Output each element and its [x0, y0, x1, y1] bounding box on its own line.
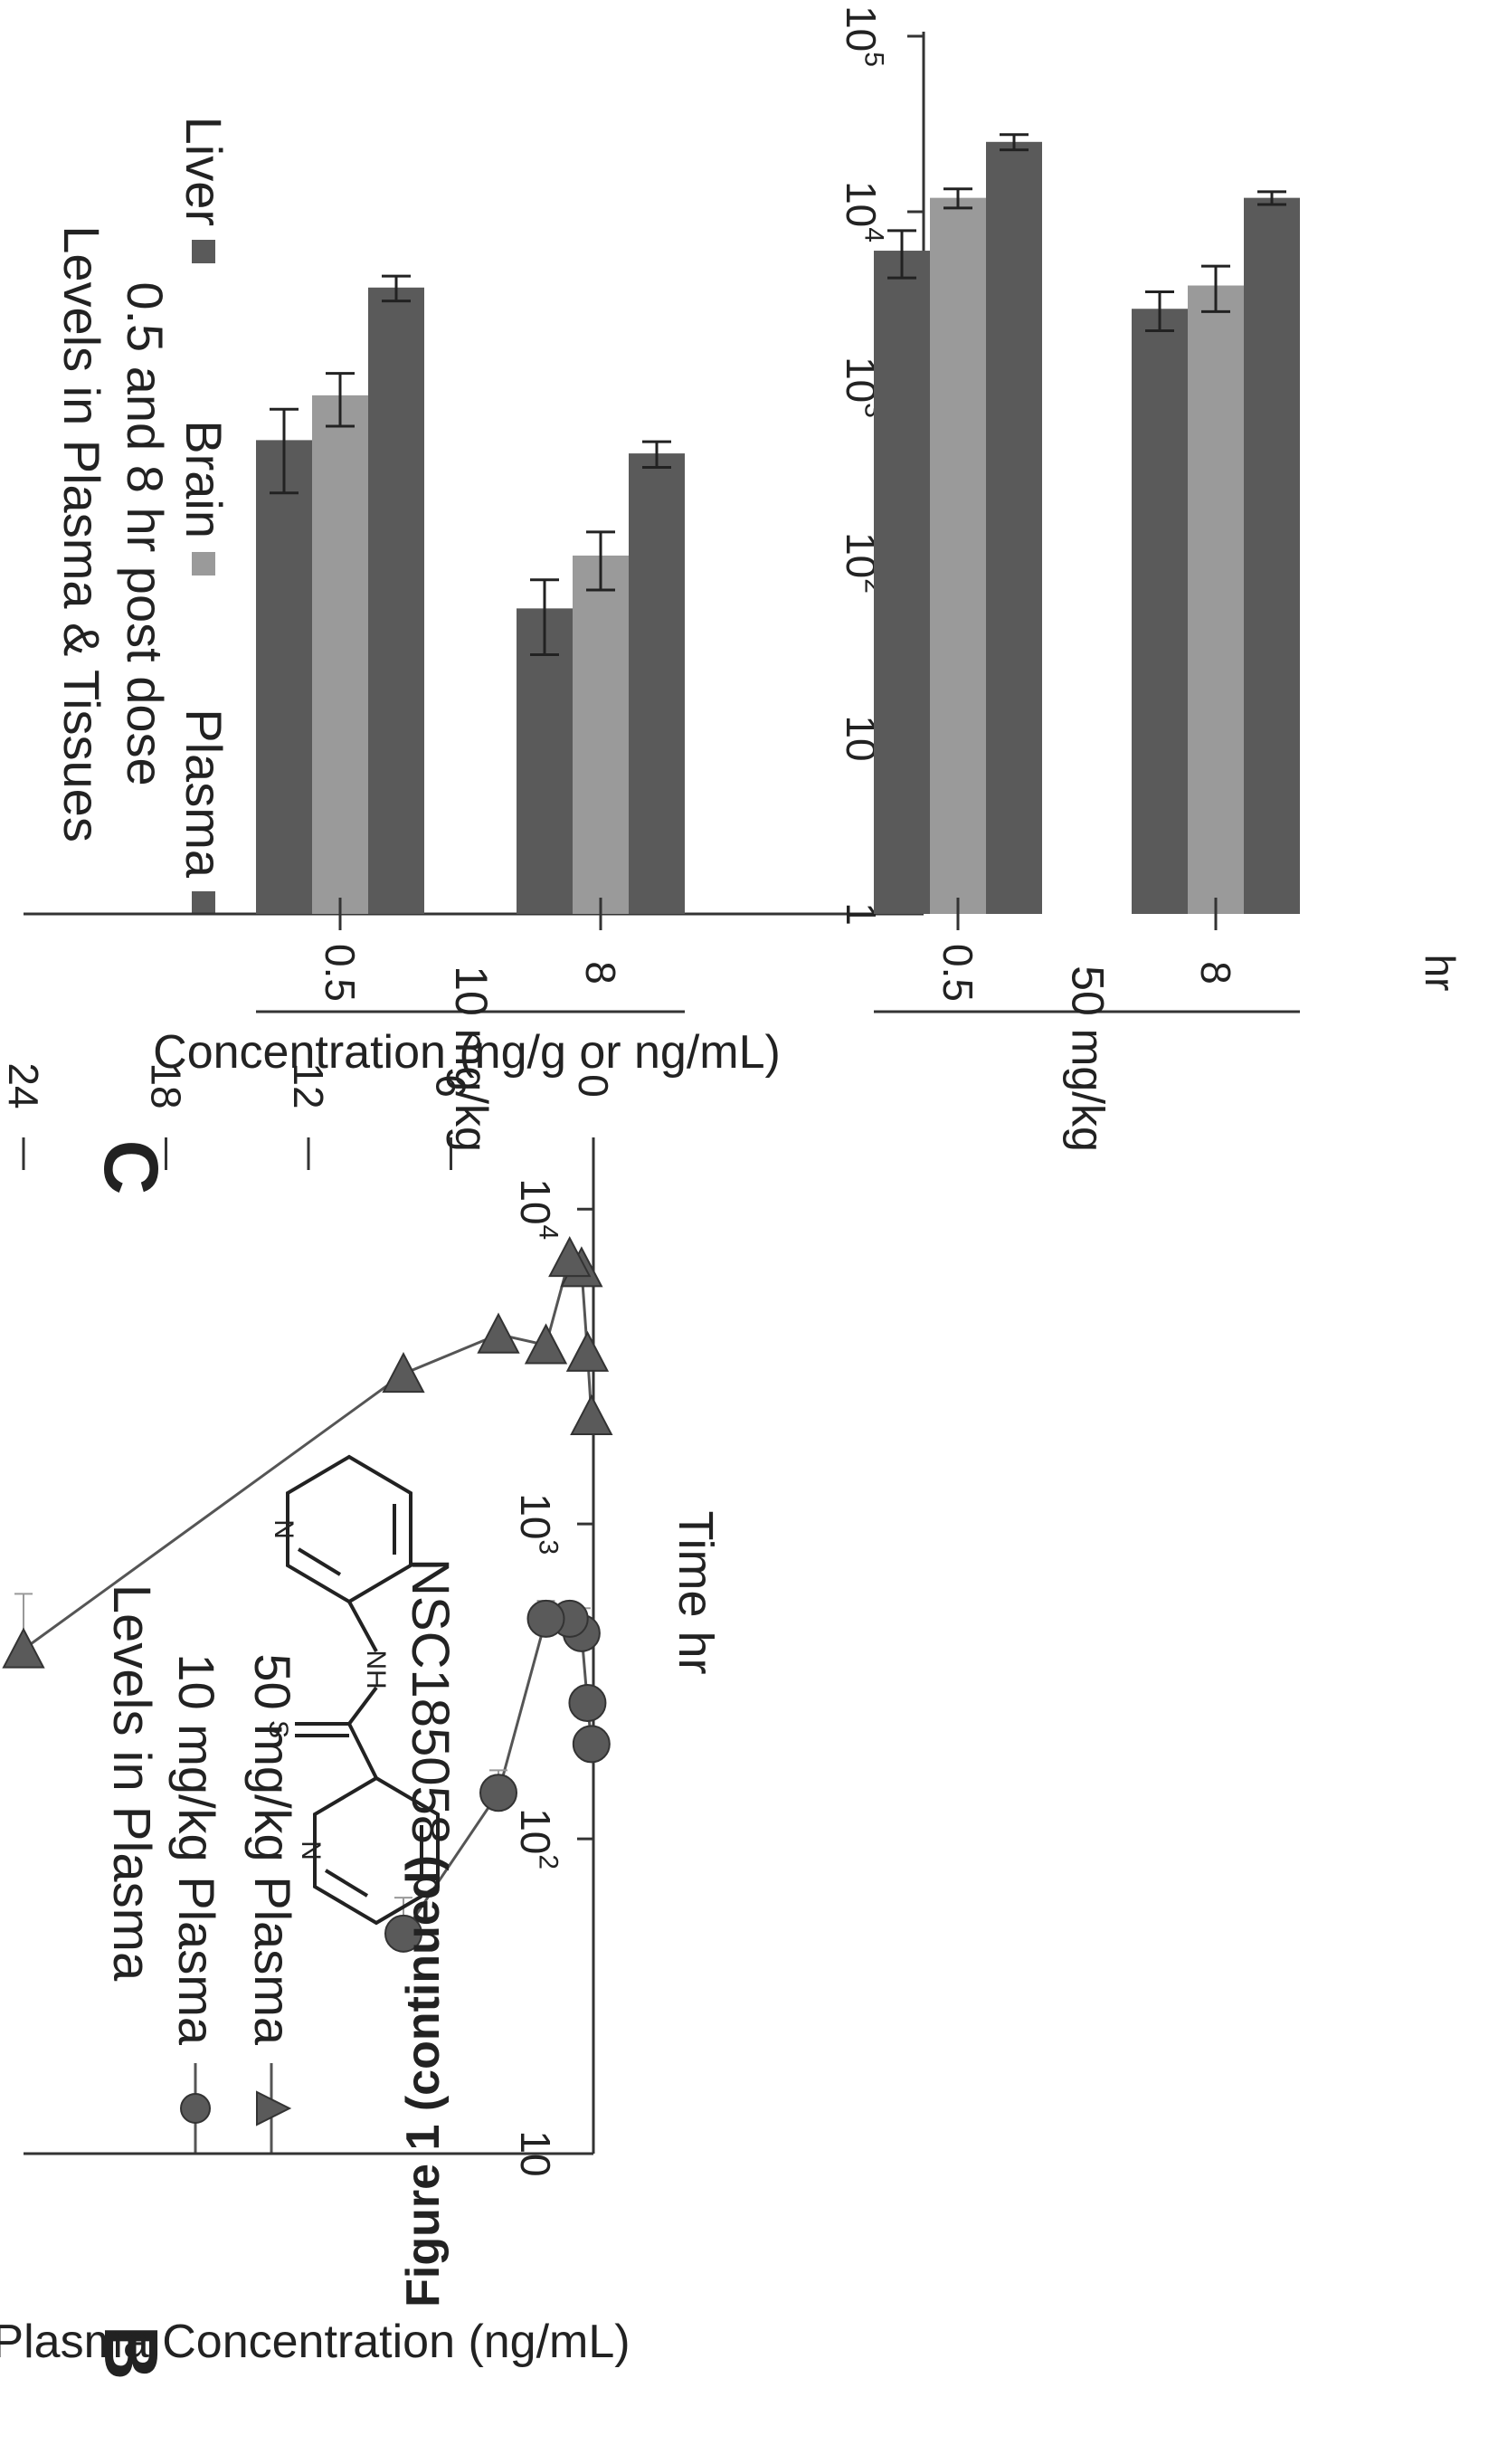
legend-marker-10mgkg — [180, 2093, 211, 2124]
atom-nh: NH — [361, 1650, 391, 1689]
panel-b-letter: B — [89, 2326, 174, 2381]
structure-atom-labels: N NH S N — [263, 1519, 391, 1860]
panel-b-x-tick-label: 0 — [570, 1074, 617, 1098]
pyridine-ring-2 — [313, 1775, 440, 1926]
bar-plasma — [1132, 309, 1188, 914]
figure-caption: Figure 1 (continued) — [397, 1855, 450, 2307]
panel-b-point-circle — [479, 1774, 517, 1812]
bar-brain — [930, 197, 986, 914]
bar-liver — [1244, 197, 1300, 914]
bar-liver — [986, 141, 1042, 915]
panel-c-category-label: 0.5 — [934, 944, 981, 1002]
panel-b-x-tick-label: 12 — [285, 1062, 332, 1108]
pyridine-ring-1-double-b — [297, 1547, 342, 1576]
panel-c: C Levels in Plasma & Tissues 0.5 and 8 h… — [24, 5, 1464, 1194]
panel-b: B Levels in Plasma 10 mg/kg Plasma 50 mg… — [0, 1062, 723, 2380]
panel-b-x-tick-label: 18 — [143, 1062, 190, 1108]
panel-b-x-tick-label: 6 — [428, 1074, 475, 1098]
atom-n-ring2: N — [296, 1841, 326, 1860]
panel-b-point-triangle — [548, 1236, 592, 1278]
legend-swatch-brain — [192, 552, 215, 576]
bar-plasma — [874, 251, 930, 915]
panel-c-y-tick-label: 105 — [838, 5, 889, 67]
panel-b-series — [2, 1236, 613, 1953]
panel-b-point-triangle — [382, 1352, 425, 1394]
bar-liver — [629, 453, 685, 914]
panel-b-y-tick-label: 10 — [512, 2130, 559, 2176]
bar-plasma — [517, 608, 573, 914]
bond-c-ring2 — [347, 1723, 378, 1779]
panel-c-category-label: 8 — [1192, 961, 1239, 985]
bond-ring1-nh — [347, 1601, 378, 1652]
panel-c-unit-label: hr — [1417, 955, 1464, 992]
legend-swatch-liver — [192, 240, 215, 263]
legend-label-plasma: Plasma — [175, 709, 232, 879]
panel-c-subtitle: 0.5 and 8 hr post dose — [117, 281, 174, 785]
panel-c-legend: Plasma Brain Liver — [175, 117, 232, 915]
panel-c-title: Levels in Plasma & Tissues — [53, 225, 110, 842]
bar-brain — [1188, 285, 1244, 914]
panel-b-point-circle — [568, 1684, 607, 1723]
pyridine-ring-2-double-b — [324, 1869, 369, 1898]
panel-c-letter: C — [89, 1140, 174, 1195]
bond-nh-c — [347, 1686, 378, 1726]
atom-s: S — [263, 1720, 293, 1738]
panel-b-x-label: Time hr — [668, 1510, 723, 1674]
panel-c-x-labels: 0.5 8 0.5 8 hr 10 mg/kg 50 mg/kg — [256, 898, 1464, 1152]
bar-brain — [573, 555, 629, 915]
nsc185058-structure — [286, 1454, 440, 1926]
panel-c-group-label: 10 mg/kg — [446, 966, 497, 1152]
legend-label-brain: Brain — [175, 420, 232, 538]
bar-brain — [312, 395, 368, 914]
panel-b-point-triangle — [477, 1312, 520, 1354]
rotated-figure: B Levels in Plasma 10 mg/kg Plasma 50 mg… — [0, 5, 1464, 2380]
pyridine-ring-1 — [286, 1454, 412, 1604]
panel-b-title: Levels in Plasma — [102, 1584, 161, 1982]
bar-liver — [368, 287, 424, 914]
bar-plasma — [256, 440, 312, 914]
panel-b-y-tick-label: 102 — [512, 1808, 564, 1869]
legend-marker-50mgkg — [256, 2090, 292, 2126]
panel-b-point-circle — [384, 1914, 422, 1953]
panel-b-y-tick-label: 104 — [512, 1178, 564, 1240]
panel-b-point-triangle — [524, 1323, 568, 1365]
panel-b-point-circle — [526, 1599, 565, 1638]
legend-label-50mgkg: 50 mg/kg Plasma — [244, 1653, 301, 2045]
panel-c-category-label: 8 — [577, 961, 624, 985]
panel-b-y-ticks: 10 102 103 104 — [512, 1178, 593, 2177]
panel-c-y-label: Concentration (ng/g or ng/mL) — [153, 1026, 781, 1079]
panel-c-y-tick-label: 104 — [838, 181, 889, 243]
panel-b-y-label: Plasma Concentration (ng/mL) — [0, 2316, 630, 2368]
panel-c-group-label: 50 mg/kg — [1063, 966, 1114, 1152]
panel-c-bars — [256, 133, 1300, 915]
atom-n-ring1: N — [269, 1519, 299, 1539]
panel-b-annotation: NSC185058 — [401, 1558, 460, 1844]
legend-swatch-plasma — [192, 891, 215, 915]
panel-b-y-tick-label: 103 — [512, 1493, 564, 1555]
panel-b-legend: 10 mg/kg Plasma 50 mg/kg Plasma — [168, 1653, 301, 2154]
panel-b-point-triangle — [565, 1330, 610, 1372]
legend-label-liver: Liver — [175, 117, 232, 226]
panel-c-category-label: 0.5 — [317, 944, 364, 1002]
panel-b-point-circle — [572, 1725, 611, 1764]
panel-b-point-triangle — [2, 1627, 45, 1669]
legend-label-10mgkg: 10 mg/kg Plasma — [168, 1653, 225, 2045]
panel-b-x-ticks: 0 6 12 18 24 — [0, 1062, 617, 1170]
panel-b-x-tick-label: 24 — [0, 1062, 47, 1108]
panel-b-point-triangle — [570, 1394, 613, 1436]
